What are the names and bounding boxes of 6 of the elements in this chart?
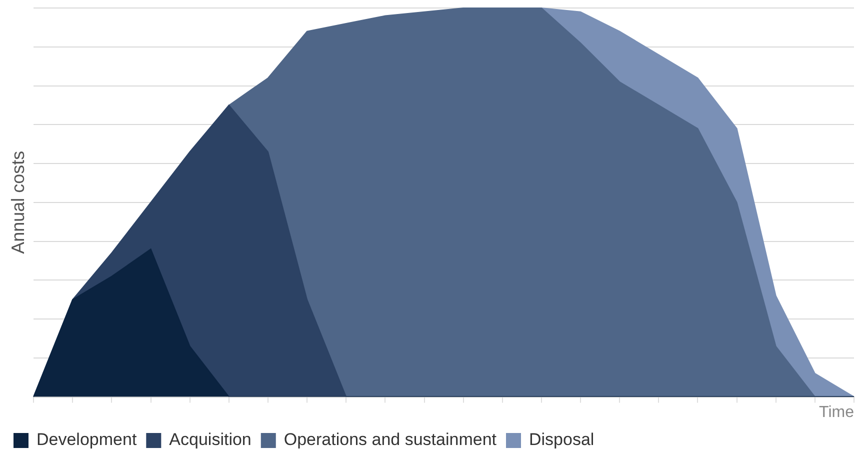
legend-label: Acquisition: [169, 430, 252, 450]
legend-label: Development: [36, 430, 137, 450]
legend-label: Disposal: [529, 430, 594, 450]
legend-label: Operations and sustainment: [284, 430, 497, 450]
y-axis-title: Annual costs: [8, 150, 28, 254]
x-axis-title: Time: [819, 404, 854, 421]
